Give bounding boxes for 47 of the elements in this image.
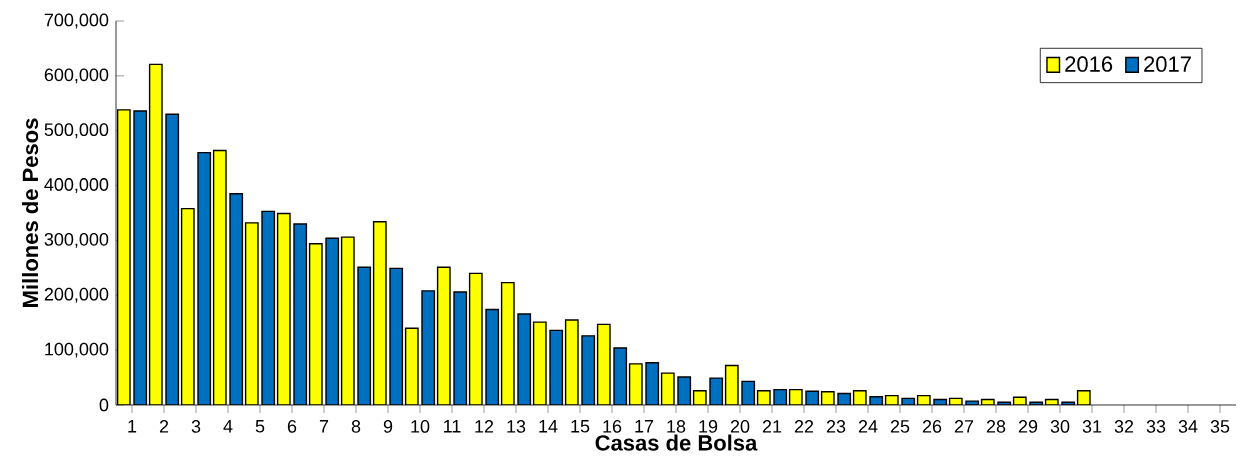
x-tick-label: 18: [667, 420, 686, 433]
y-tick-label: 400,000: [44, 178, 109, 193]
x-axis-title: Casas de Bolsa: [595, 434, 758, 451]
y-axis-title: Millones de Pesos: [22, 118, 39, 307]
legend-label: 2016: [1065, 56, 1113, 72]
x-tick-label: 1: [128, 420, 137, 433]
y-tick-label: 300,000: [44, 232, 109, 248]
x-tick-label: 5: [255, 420, 265, 433]
y-tick-label: 0: [99, 398, 109, 412]
y-tick-label: 500,000: [44, 123, 109, 139]
x-tick-label: 24: [858, 420, 878, 433]
y-tick-label: 100,000: [45, 342, 109, 358]
x-tick-label: 16: [603, 420, 622, 433]
x-tick-label: 33: [1146, 420, 1166, 433]
x-tick-label: 25: [890, 420, 910, 433]
x-tick-label: 27: [954, 420, 974, 433]
x-tick-label: 6: [287, 420, 297, 433]
x-tick-label: 7: [319, 420, 329, 433]
x-tick-label: 35: [1210, 420, 1230, 433]
x-tick-label: 28: [986, 420, 1006, 433]
x-tick-label: 3: [191, 420, 201, 433]
x-tick-label: 2: [159, 420, 169, 433]
y-tick-label: 200,000: [44, 287, 109, 303]
x-tick-label: 10: [411, 420, 430, 433]
x-tick-label: 26: [922, 420, 942, 433]
x-tick-label: 22: [794, 420, 814, 433]
x-tick-label: 29: [1018, 420, 1038, 433]
x-tick-label: 4: [223, 420, 233, 433]
y-tick-label: 700,000: [44, 13, 109, 29]
x-tick-label: 34: [1178, 420, 1198, 433]
x-tick-label: 20: [730, 420, 750, 433]
x-tick-label: 21: [762, 420, 782, 433]
x-tick-label: 8: [351, 420, 361, 433]
x-tick-label: 15: [571, 420, 590, 433]
x-tick-label: 11: [444, 420, 461, 433]
x-tick-label: 31: [1082, 420, 1102, 433]
x-tick-label: 12: [475, 420, 494, 433]
x-tick-label: 13: [507, 420, 526, 433]
x-tick-label: 9: [383, 420, 393, 433]
legend-label: 2017: [1144, 56, 1191, 72]
x-tick-label: 17: [635, 420, 654, 433]
x-tick-label: 32: [1114, 420, 1134, 433]
x-tick-label: 14: [539, 420, 558, 433]
x-tick-label: 23: [826, 420, 846, 433]
x-tick-label: 30: [1050, 420, 1070, 433]
y-tick-label: 600,000: [44, 68, 109, 84]
x-tick-label: 19: [699, 420, 718, 433]
